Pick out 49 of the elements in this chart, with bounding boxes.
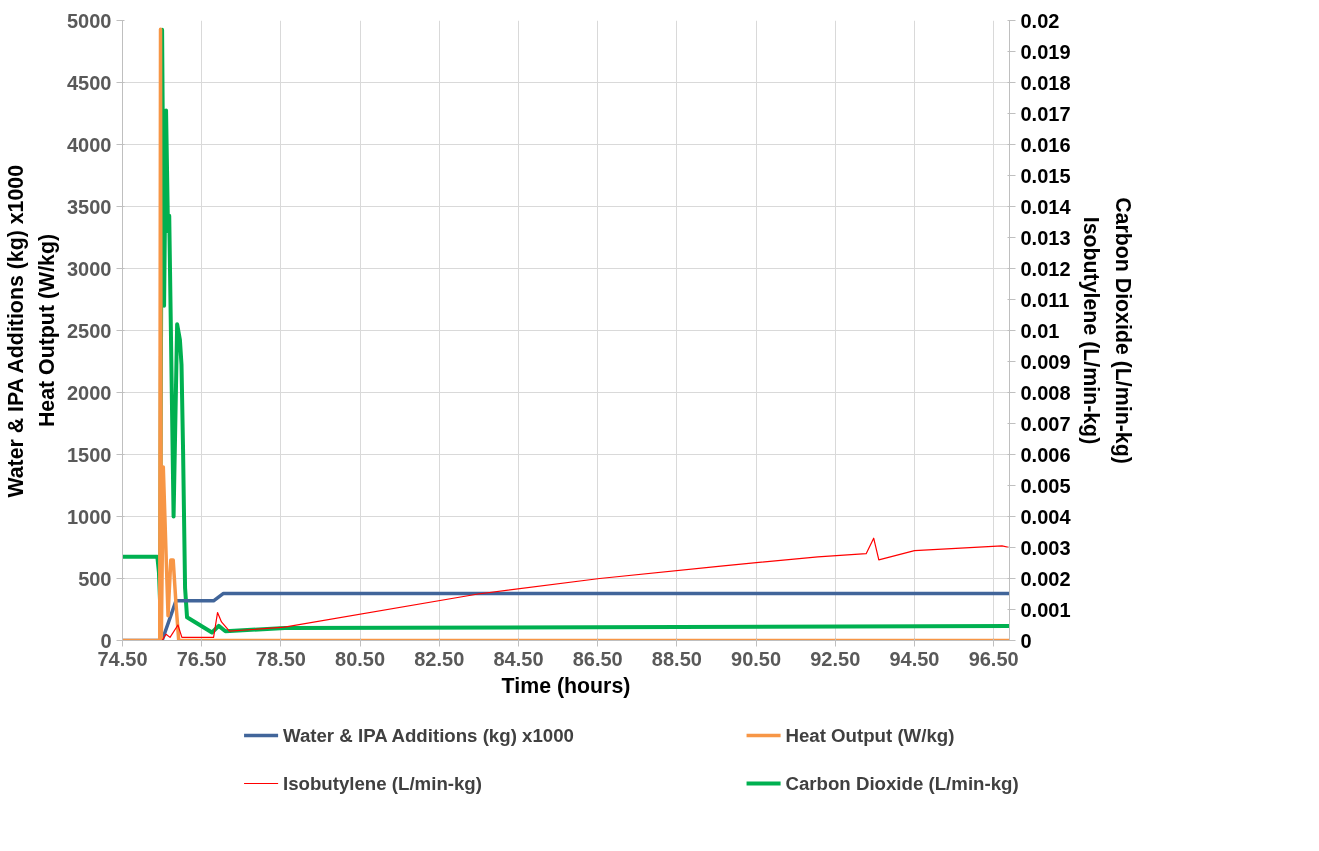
legend-label: Heat Output (W/kg) xyxy=(785,725,955,746)
x-axis-title: Time (hours) xyxy=(501,673,631,698)
y-tick-label: 500 xyxy=(78,567,112,590)
y2-tick-label: 0.017 xyxy=(1020,102,1071,125)
y2-tick-label: 0.007 xyxy=(1020,412,1071,435)
y2-tick-label: 0.014 xyxy=(1020,195,1072,218)
y2-tick-label: 0.008 xyxy=(1020,381,1071,404)
y2-tick-label: 0.011 xyxy=(1020,288,1070,311)
x-tick-label: 88.50 xyxy=(651,647,702,670)
y2-tick-label: 0.012 xyxy=(1020,257,1071,280)
y2-tick-label: 0.006 xyxy=(1020,443,1071,466)
y2-tick-label: 0.001 xyxy=(1020,598,1071,621)
x-tick-label: 78.50 xyxy=(255,647,306,670)
y2-tick-label: 0.016 xyxy=(1020,133,1071,156)
y2-tick-label: 0.01 xyxy=(1020,319,1060,342)
y-tick-label: 3000 xyxy=(67,257,112,280)
y2-tick-label: 0.005 xyxy=(1020,474,1071,497)
legend-label: Isobutylene (L/min-kg) xyxy=(282,773,482,794)
y2-tick-label: 0.015 xyxy=(1020,164,1071,187)
y2-tick-label: 0.013 xyxy=(1020,226,1071,249)
y2-axis-title: Isobutylene (L/min-kg) Carbon Dioxide (L/min-kg) xyxy=(1078,197,1135,464)
y2-tick-label: 0.003 xyxy=(1020,536,1071,559)
x-tick-label: 84.50 xyxy=(493,647,544,670)
y2-tick-label: 0.004 xyxy=(1020,505,1072,528)
y2-tick-label: 0.002 xyxy=(1020,567,1071,590)
y-axis-title: Heat Output (W/kg) Water & IPA Additions (kg) x1000 xyxy=(3,164,60,498)
y-tick-label: 5000 xyxy=(67,9,112,32)
x-tick-label: 94.50 xyxy=(889,647,940,670)
legend-label: Carbon Dioxide (L/min-kg) xyxy=(785,773,1019,794)
y-tick-label: 4500 xyxy=(67,71,112,94)
y-tick-label: 1000 xyxy=(67,505,112,528)
x-tick-label: 76.50 xyxy=(176,647,227,670)
x-tick-label: 80.50 xyxy=(335,647,386,670)
y2-tick-label: 0.009 xyxy=(1020,350,1071,373)
y2-tick-label: 0.018 xyxy=(1020,71,1071,94)
y2-tick-label: 0.019 xyxy=(1020,40,1071,63)
x-tick-label: 92.50 xyxy=(810,647,861,670)
x-tick-label: 96.50 xyxy=(968,647,1019,670)
x-tick-label: 86.50 xyxy=(572,647,623,670)
y-tick-label: 4000 xyxy=(67,133,112,156)
x-tick-label: 90.50 xyxy=(731,647,782,670)
y2-tick-label: 0 xyxy=(1020,629,1032,652)
y2-tick-label: 0.02 xyxy=(1020,9,1060,32)
y-tick-label: 2000 xyxy=(67,381,112,404)
legend-label: Water & IPA Additions (kg) x1000 xyxy=(282,725,574,746)
y-tick-label: 1500 xyxy=(67,443,112,466)
y-tick-label: 2500 xyxy=(67,319,112,342)
x-tick-label: 82.50 xyxy=(414,647,465,670)
y-tick-label: 3500 xyxy=(67,195,112,218)
